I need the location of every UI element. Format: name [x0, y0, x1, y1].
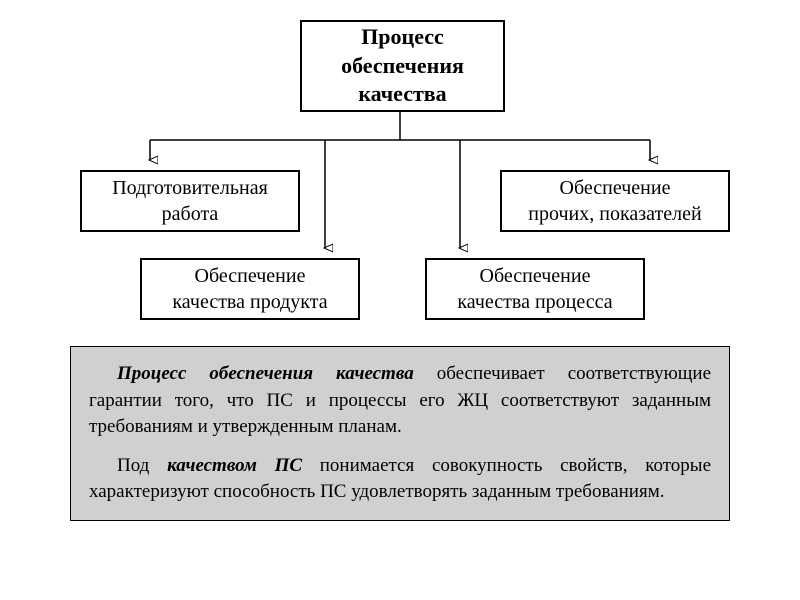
node-preparatory-work: Подготовительнаяработа — [80, 170, 300, 232]
node-other-indicators: Обеспечениепрочих, показателей — [500, 170, 730, 232]
node-root-label: Процессобеспечениякачества — [341, 23, 464, 109]
node-label: Обеспечениекачества процесса — [457, 263, 612, 315]
node-label: Обеспечениекачества продукта — [172, 263, 327, 315]
node-label: Подготовительнаяработа — [112, 175, 268, 227]
node-root: Процессобеспечениякачества — [300, 20, 505, 112]
description-paragraph-2: Под качеством ПС понимается совокупность… — [89, 453, 711, 506]
description-paragraph-1: Процесс обеспечения качества обеспечивае… — [89, 361, 711, 441]
description-box: Процесс обеспечения качества обеспечивае… — [70, 346, 730, 521]
node-product-quality: Обеспечениекачества продукта — [140, 258, 360, 320]
node-label: Обеспечениепрочих, показателей — [528, 175, 701, 227]
diagram-area: Процессобеспечениякачества Подготовитель… — [0, 0, 800, 340]
node-process-quality: Обеспечениекачества процесса — [425, 258, 645, 320]
